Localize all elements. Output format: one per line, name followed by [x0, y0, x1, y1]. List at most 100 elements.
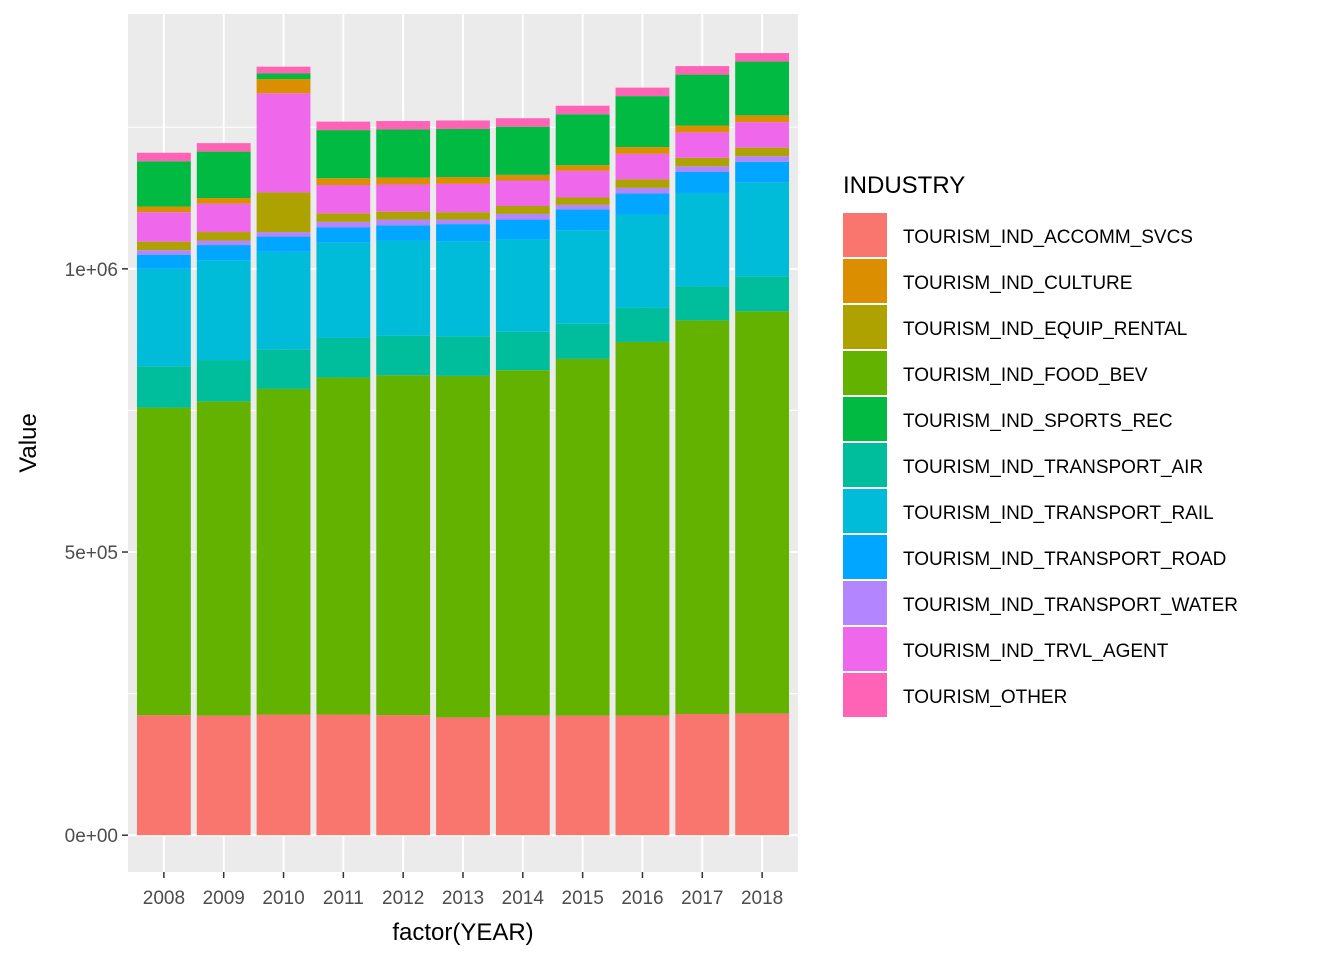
bar-segment [256, 192, 311, 233]
legend-key [843, 259, 887, 303]
bar-segment [136, 407, 191, 716]
bar-stack-2012 [376, 121, 431, 836]
bar-segment [436, 717, 490, 836]
bar-stack-2013 [436, 120, 490, 836]
bar-segment [196, 232, 251, 241]
bar-segment [735, 161, 790, 183]
legend-key [843, 581, 887, 625]
bar-segment [495, 118, 550, 127]
bar-segment [136, 161, 191, 207]
bar-segment [615, 715, 670, 836]
bar-segment [196, 360, 251, 402]
x-tick-label: 2015 [562, 888, 604, 909]
bar-segment [555, 170, 610, 198]
legend-label: TOURISM_IND_TRANSPORT_ROAD [903, 549, 1226, 570]
bar-segment [735, 115, 790, 123]
bar-segment [615, 187, 670, 194]
x-tick-label: 2016 [621, 888, 663, 909]
bar-segment [316, 185, 371, 214]
bar-segment [136, 268, 191, 367]
bar-segment [735, 122, 790, 148]
bar-stack-2015 [555, 105, 610, 836]
bar-segment [316, 213, 371, 222]
legend-label: TOURISM_IND_TRVL_AGENT [903, 641, 1169, 662]
bar-segment [256, 236, 311, 252]
bar-segment [735, 311, 790, 714]
bar-segment [136, 241, 191, 251]
bar-segment [495, 239, 550, 332]
y-tick-label: 0e+00 [65, 826, 118, 847]
bar-segment [316, 337, 371, 378]
bar-segment [136, 152, 191, 162]
bar-segment [196, 151, 251, 199]
x-tick-label: 2009 [203, 888, 245, 909]
x-tick-label: 2013 [442, 888, 484, 909]
legend-key [843, 305, 887, 349]
bar-segment [436, 219, 490, 225]
bar-segment [675, 157, 730, 167]
y-axis-title: Value [15, 413, 42, 473]
bar-segment [495, 213, 550, 220]
legend-item: TOURISM_IND_EQUIP_RENTAL [843, 305, 1187, 349]
legend-key [843, 489, 887, 533]
bar-segment [256, 388, 311, 715]
legend-item: TOURISM_IND_FOOD_BEV [843, 351, 1148, 395]
bar-segment [675, 286, 730, 321]
bar-segment [376, 225, 431, 241]
legend-items: TOURISM_IND_ACCOMM_SVCS TOURISM_IND_CULTU… [843, 213, 1238, 717]
bar-segment [316, 121, 371, 131]
bar-segment [615, 96, 670, 148]
bar-segment [675, 320, 730, 714]
bar-segment [675, 192, 730, 287]
bar-segment [316, 221, 371, 228]
bar-segment [256, 79, 311, 94]
bar-segment [436, 212, 490, 220]
legend-key [843, 351, 887, 395]
bar-stack-2018 [735, 53, 790, 836]
bar-segment [436, 177, 490, 184]
bar-segment [376, 184, 431, 212]
bar-segment [555, 105, 610, 115]
bar-segment [196, 401, 251, 716]
bar-segment [376, 177, 431, 185]
legend-item: TOURISM_OTHER [843, 673, 1067, 717]
legend-label: TOURISM_IND_FOOD_BEV [903, 365, 1148, 386]
legend-key [843, 213, 887, 257]
legend-key [843, 673, 887, 717]
legend-item: TOURISM_IND_SPORTS_REC [843, 397, 1173, 441]
x-tick-label: 2018 [741, 888, 783, 909]
bar-segment [316, 714, 371, 836]
x-tick-label: 2014 [502, 888, 545, 909]
x-tick-label: 2011 [323, 888, 364, 909]
legend-label: TOURISM_IND_ACCOMM_SVCS [903, 227, 1193, 248]
bar-segment [735, 156, 790, 162]
x-tick-label: 2012 [382, 888, 424, 909]
bar-stack-2011 [316, 121, 371, 836]
bar-segment [196, 260, 251, 361]
bar-segment [615, 214, 670, 308]
bar-segment [376, 335, 431, 376]
bar-segment [495, 174, 550, 181]
bar-segment [675, 74, 730, 126]
bar-segment [196, 198, 251, 204]
bar-segment [675, 132, 730, 158]
bar-segment [675, 166, 730, 173]
bar-segment [735, 182, 790, 277]
bar-segment [256, 73, 311, 80]
bar-segment [735, 61, 790, 116]
bar-segment [316, 242, 371, 338]
y-tick-label: 1e+06 [65, 260, 118, 281]
x-tick-label: 2008 [143, 888, 185, 909]
bar-segment [256, 66, 311, 74]
legend-label: TOURISM_IND_EQUIP_RENTAL [903, 319, 1187, 340]
bar-segment [136, 715, 191, 836]
bar-segment [376, 240, 431, 336]
bar-segment [316, 130, 371, 179]
legend-key [843, 397, 887, 441]
bar-segment [615, 179, 670, 188]
legend-item: TOURISM_IND_TRANSPORT_ROAD [843, 535, 1226, 579]
bar-segment [316, 377, 371, 715]
bar-segment [436, 128, 490, 178]
x-axis-title: factor(YEAR) [392, 919, 533, 946]
bar-segment [735, 713, 790, 836]
